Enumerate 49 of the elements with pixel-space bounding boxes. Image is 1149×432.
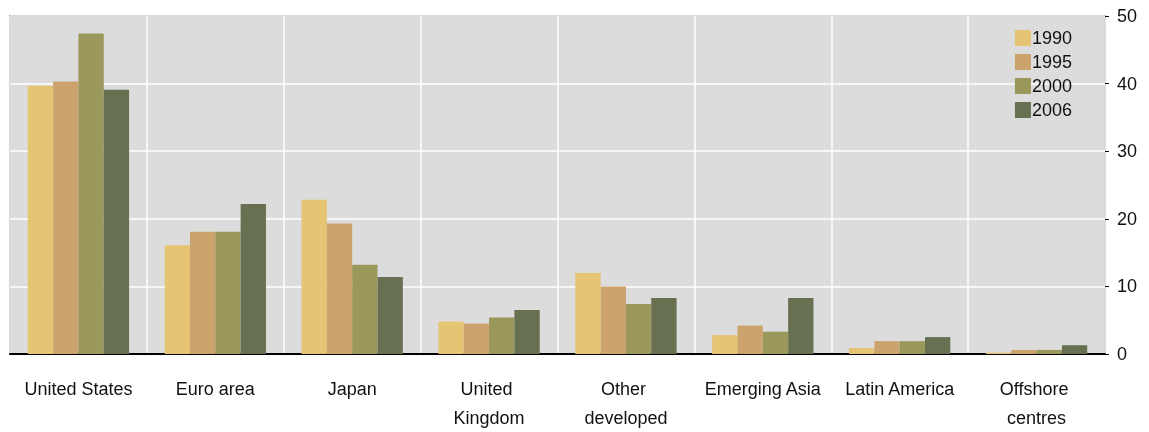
bar <box>377 276 403 354</box>
bar <box>1011 349 1037 354</box>
bar <box>514 310 540 354</box>
y-tick-label: 0 <box>1117 344 1128 364</box>
bar <box>625 303 652 354</box>
x-tick-label: Other developed <box>584 378 668 428</box>
bar <box>103 89 130 354</box>
legend-label: 1995 <box>1031 52 1072 72</box>
bar <box>301 199 327 354</box>
x-tick-label: Latin America <box>845 378 956 399</box>
bar <box>874 341 900 354</box>
bar <box>1036 349 1062 354</box>
bar <box>788 297 814 354</box>
bar <box>899 341 926 354</box>
y-tick-label: 30 <box>1117 141 1138 162</box>
x-tick-label: Euro area <box>175 378 256 399</box>
bar <box>463 323 490 354</box>
y-tick-label: 10 <box>1117 276 1138 297</box>
bar <box>240 203 266 354</box>
bar <box>53 81 79 354</box>
bar <box>489 317 515 354</box>
bar <box>849 347 875 354</box>
bar <box>164 245 190 354</box>
x-tick-label: United Kingdom <box>453 378 525 428</box>
bar <box>762 331 789 354</box>
bar <box>215 231 241 354</box>
bar <box>1061 345 1088 354</box>
bar <box>78 33 104 354</box>
x-tick-label: United States <box>24 378 133 399</box>
legend-label: 2000 <box>1031 76 1072 96</box>
bar <box>651 297 677 354</box>
bar <box>438 321 464 354</box>
x-tick-label: Offshore centres <box>999 378 1074 428</box>
y-tick-label: 20 <box>1117 208 1138 229</box>
x-tick-label: Japan <box>327 378 377 399</box>
x-tick-label: Emerging Asia <box>704 378 822 399</box>
bar <box>712 335 738 354</box>
bar <box>189 231 216 354</box>
bar <box>352 264 378 354</box>
legend-label: 1990 <box>1031 28 1072 48</box>
bar <box>600 286 626 354</box>
bar <box>27 85 54 354</box>
bar <box>326 223 353 354</box>
bar <box>925 337 951 354</box>
y-tick-label: 50 <box>1117 6 1138 26</box>
y-tick-label: 40 <box>1117 73 1138 94</box>
bar <box>737 325 763 354</box>
legend-label: 2006 <box>1031 100 1072 120</box>
bar <box>575 272 601 354</box>
